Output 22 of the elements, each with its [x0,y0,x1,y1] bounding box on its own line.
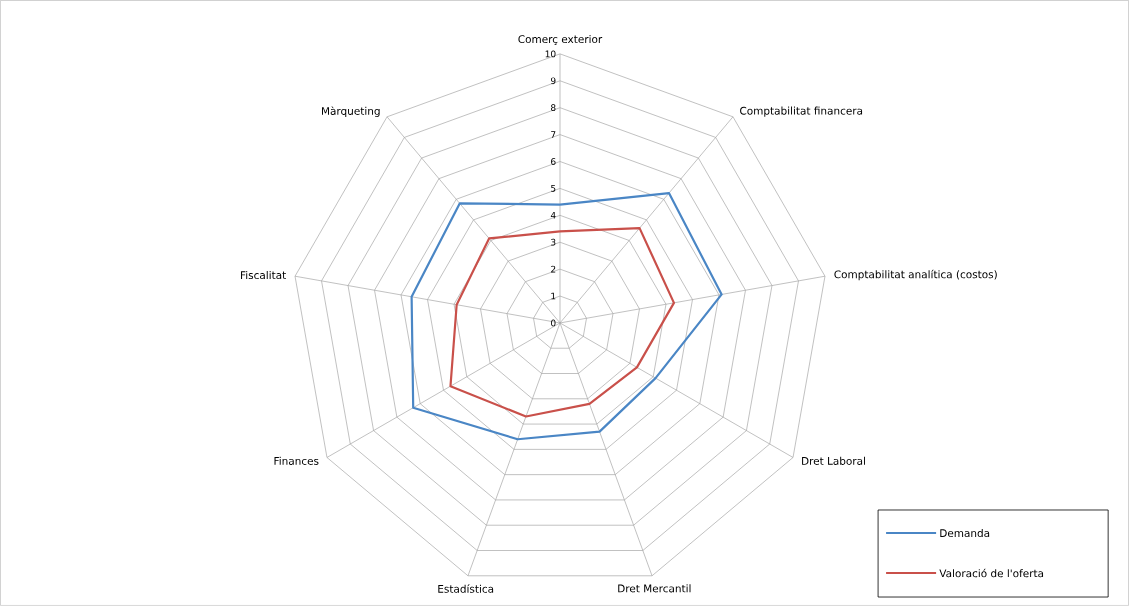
y-tick-label: 2 [551,265,556,273]
y-tick-label: 8 [551,104,556,112]
spoke-label: Màrqueting [322,106,380,117]
spoke-label: Comptabilitat financera [740,106,863,117]
spoke-label: Fiscalitat [241,271,286,280]
y-tick-label: 9 [550,77,556,85]
legend-label: Demanda [940,529,990,538]
spoke-label: Comptabilitat analítica (costos) [834,269,997,281]
y-tick-label: 0 [551,319,556,327]
y-tick-label: 4 [550,212,556,219]
y-tick-label: 3 [551,238,556,246]
legend-label: Valoració de l'oferta [939,568,1044,578]
spoke-label: Dret Laboral [802,456,865,465]
y-tick-label: 7 [551,131,556,138]
spoke-label: Dret Mercantil [618,584,691,593]
y-tick-label: 6 [551,158,556,165]
y-tick-label: 10 [545,50,556,58]
spoke-label: Finances [274,456,319,465]
spoke-label: Comerç exterior [518,35,603,46]
spoke-label: Estadística [438,584,494,593]
y-tick-label: 1 [551,292,556,300]
y-tick-label: 5 [551,185,556,192]
